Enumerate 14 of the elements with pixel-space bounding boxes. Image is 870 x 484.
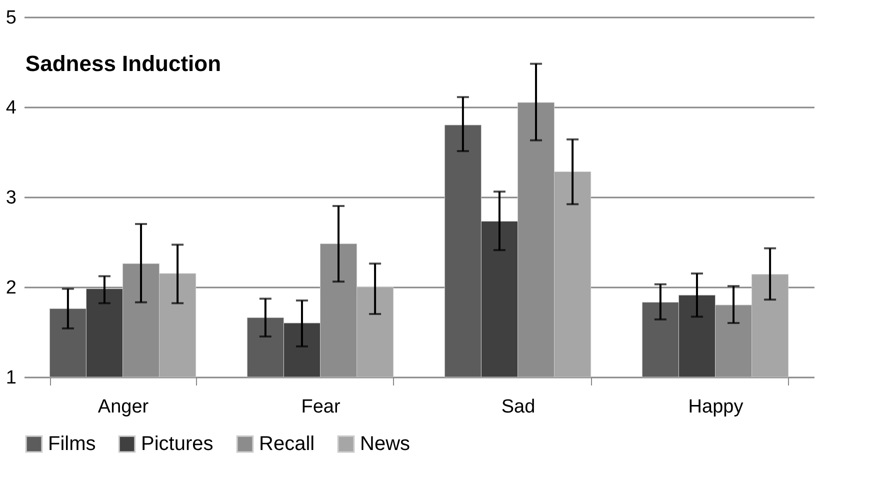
y-tick-label: 3: [6, 188, 16, 208]
y-tick-label: 4: [6, 98, 17, 118]
x-tick-label: Fear: [301, 396, 341, 418]
y-tick-label: 2: [6, 278, 16, 298]
legend-label: Recall: [259, 433, 315, 456]
legend-label: News: [360, 433, 410, 456]
y-tick-label: 5: [6, 8, 16, 28]
legend-label: Films: [48, 433, 96, 456]
y-tick-label: 1: [6, 368, 16, 388]
x-tick-label: Sad: [501, 396, 536, 418]
x-tick-label: Anger: [98, 396, 150, 418]
legend-label: Pictures: [141, 433, 214, 456]
text: Sadness Induction: [25, 51, 222, 76]
x-tick-label: Happy: [688, 396, 744, 418]
